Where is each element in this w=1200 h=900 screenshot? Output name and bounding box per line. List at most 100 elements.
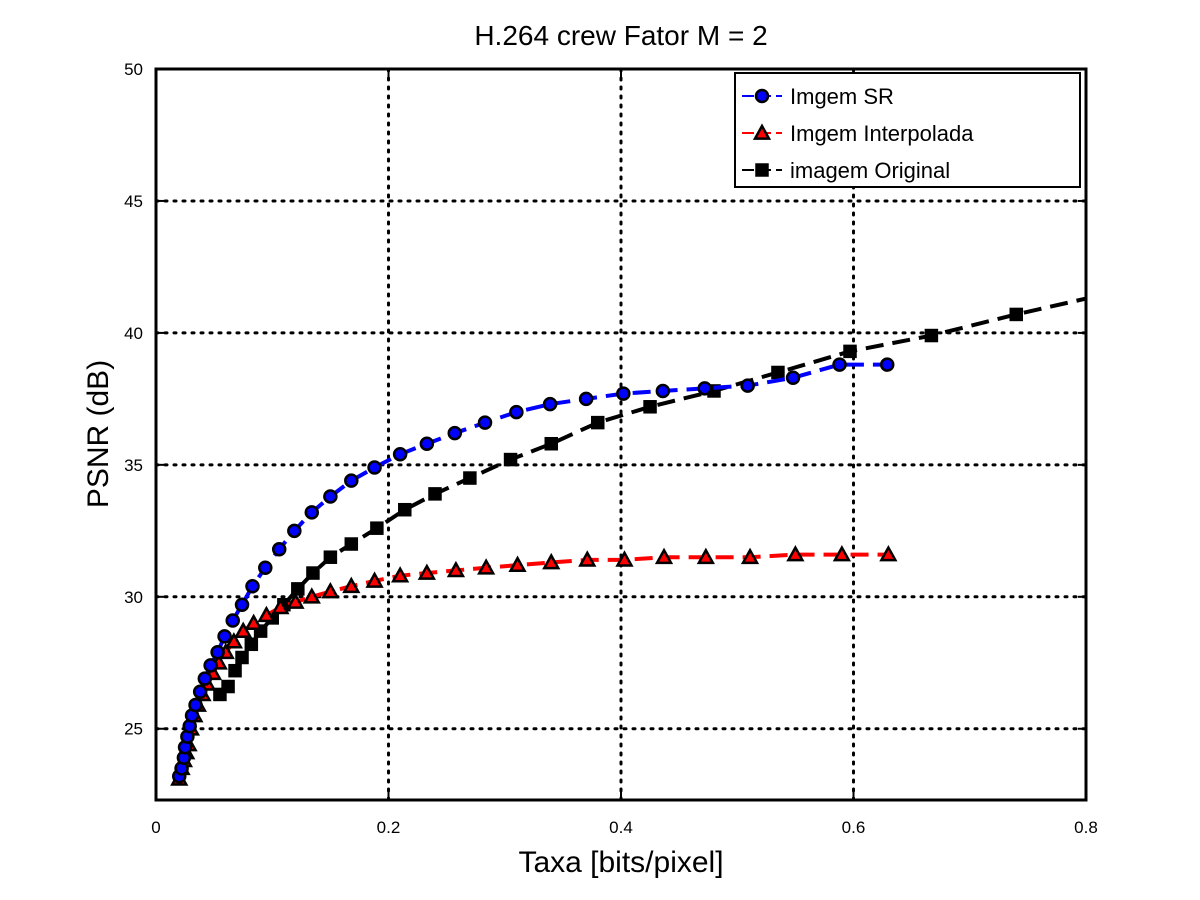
data-point-triangle	[740, 547, 760, 565]
data-point-square	[755, 163, 769, 177]
data-point-triangle	[696, 547, 715, 565]
data-point-triangle	[321, 581, 340, 599]
data-point-circle	[197, 671, 213, 686]
data-point-square	[463, 471, 477, 485]
data-point-circle	[271, 542, 287, 557]
x-tick-label: 0.6	[842, 818, 866, 837]
data-point-triangle	[446, 560, 466, 578]
data-point-square	[924, 328, 939, 343]
data-point-square	[344, 537, 359, 551]
data-point-triangle	[365, 571, 384, 588]
data-point-square	[591, 415, 605, 430]
data-point-circle	[217, 629, 232, 644]
data-point-circle	[697, 381, 712, 396]
data-point-square	[398, 502, 412, 517]
data-point-square	[771, 365, 785, 380]
data-point-triangle	[542, 552, 561, 570]
y-axis-label: PSNR (dB)	[82, 360, 115, 508]
x-axis-label: Taxa [bits/pixel]	[518, 846, 723, 879]
data-point-triangle	[752, 123, 772, 140]
data-point-circle	[188, 697, 203, 713]
data-point-triangle	[302, 587, 321, 604]
data-point-square	[503, 452, 518, 467]
data-point-circle	[740, 378, 755, 393]
x-tick-label: 0.8	[1074, 818, 1098, 837]
y-tick-label: 30	[124, 588, 143, 607]
legend-entry: imagem Original	[742, 158, 950, 183]
data-point-square	[643, 400, 657, 414]
data-point-circle	[655, 383, 671, 399]
y-tick-label: 25	[124, 720, 143, 739]
plot-background	[156, 69, 1086, 800]
data-point-triangle	[286, 592, 305, 609]
data-point-square	[228, 663, 242, 678]
legend-entry: Imgem SR	[742, 84, 894, 109]
legend-label: Imgem Interpolada	[790, 121, 974, 146]
data-point-triangle	[224, 632, 244, 649]
data-point-square	[291, 582, 305, 596]
data-point-square	[306, 566, 320, 580]
data-point-square	[370, 521, 384, 535]
data-point-circle	[578, 391, 594, 407]
data-point-circle	[258, 560, 273, 576]
data-point-square	[235, 650, 249, 665]
x-tick-label: 0.2	[377, 818, 401, 837]
data-point-circle	[477, 415, 493, 430]
series-layer	[170, 287, 1115, 786]
x-tick-label: 0	[151, 818, 160, 837]
legend-entry: Imgem Interpolada	[742, 121, 974, 146]
data-point-circle	[616, 386, 631, 401]
data-point-triangle	[654, 547, 674, 565]
data-point-square	[1009, 307, 1023, 322]
y-tick-label: 50	[124, 60, 143, 79]
chart-title: H.264 crew Fator M = 2	[474, 20, 767, 51]
y-tick-label: 40	[124, 324, 143, 343]
data-point-triangle	[578, 550, 597, 567]
data-point-triangle	[477, 558, 496, 575]
data-point-circle	[323, 489, 338, 504]
data-point-square	[244, 637, 259, 652]
x-tick-label: 0.4	[609, 818, 633, 837]
data-point-square	[843, 344, 857, 359]
data-point-circle	[879, 357, 895, 372]
data-point-triangle	[271, 597, 290, 615]
data-point-circle	[832, 357, 847, 372]
data-point-circle	[210, 644, 225, 660]
data-point-triangle	[786, 545, 805, 562]
data-point-circle	[245, 578, 260, 594]
data-point-square	[1103, 287, 1115, 299]
data-point-circle	[203, 658, 218, 673]
data-point-triangle	[391, 566, 410, 583]
data-point-triangle	[879, 545, 898, 562]
data-point-triangle	[257, 605, 276, 623]
data-point-circle	[304, 505, 320, 520]
data-point-triangle	[615, 550, 634, 567]
data-point-circle	[225, 613, 240, 628]
data-point-circle	[542, 396, 558, 412]
data-point-square	[544, 436, 558, 451]
data-point-circle	[754, 88, 770, 104]
data-point-circle	[392, 447, 408, 462]
data-point-triangle	[234, 621, 253, 638]
data-point-circle	[785, 370, 801, 386]
data-point-circle	[419, 436, 435, 451]
data-point-square	[428, 487, 442, 501]
data-point-triangle	[417, 563, 436, 580]
data-point-square	[323, 550, 338, 564]
data-point-circle	[367, 460, 382, 475]
legend-label: Imgem SR	[790, 84, 894, 109]
data-point-triangle	[244, 613, 263, 631]
data-point-circle	[509, 404, 524, 420]
data-point-circle	[287, 523, 302, 539]
data-point-triangle	[508, 555, 527, 572]
legend: Imgem SR Imgem Interpolada imagem Original	[734, 72, 1081, 188]
legend-box	[734, 72, 1081, 188]
data-point-circle	[192, 684, 208, 700]
data-point-circle	[447, 425, 463, 441]
data-point-circle	[234, 597, 250, 612]
data-point-triangle	[832, 545, 851, 562]
data-point-square	[221, 679, 235, 694]
series-0	[172, 357, 895, 784]
y-tick-label: 45	[124, 192, 143, 211]
